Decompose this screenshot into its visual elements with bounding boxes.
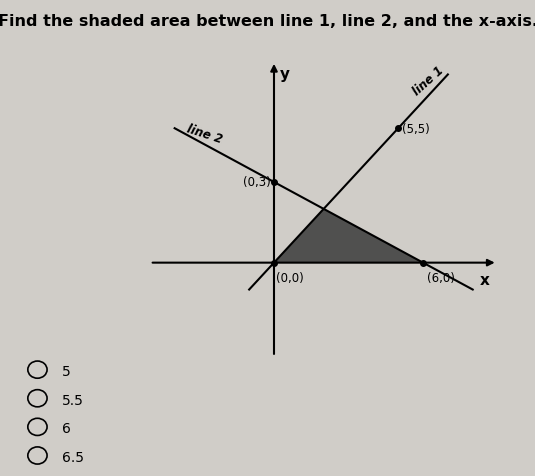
Text: (0,3): (0,3): [242, 176, 270, 189]
Text: y: y: [280, 67, 290, 82]
Text: (0,0): (0,0): [277, 271, 304, 284]
Text: x: x: [480, 272, 490, 288]
Text: 6.5: 6.5: [62, 450, 83, 464]
Text: 6: 6: [62, 422, 71, 436]
Text: Find the shaded area between line 1, line 2, and the x-axis.: Find the shaded area between line 1, lin…: [0, 14, 535, 29]
Text: 5: 5: [62, 365, 70, 378]
Text: (6,0): (6,0): [427, 271, 455, 284]
Text: line 1: line 1: [410, 64, 446, 98]
Text: (5,5): (5,5): [402, 122, 430, 136]
Text: line 2: line 2: [185, 122, 224, 146]
Text: 5.5: 5.5: [62, 393, 83, 407]
